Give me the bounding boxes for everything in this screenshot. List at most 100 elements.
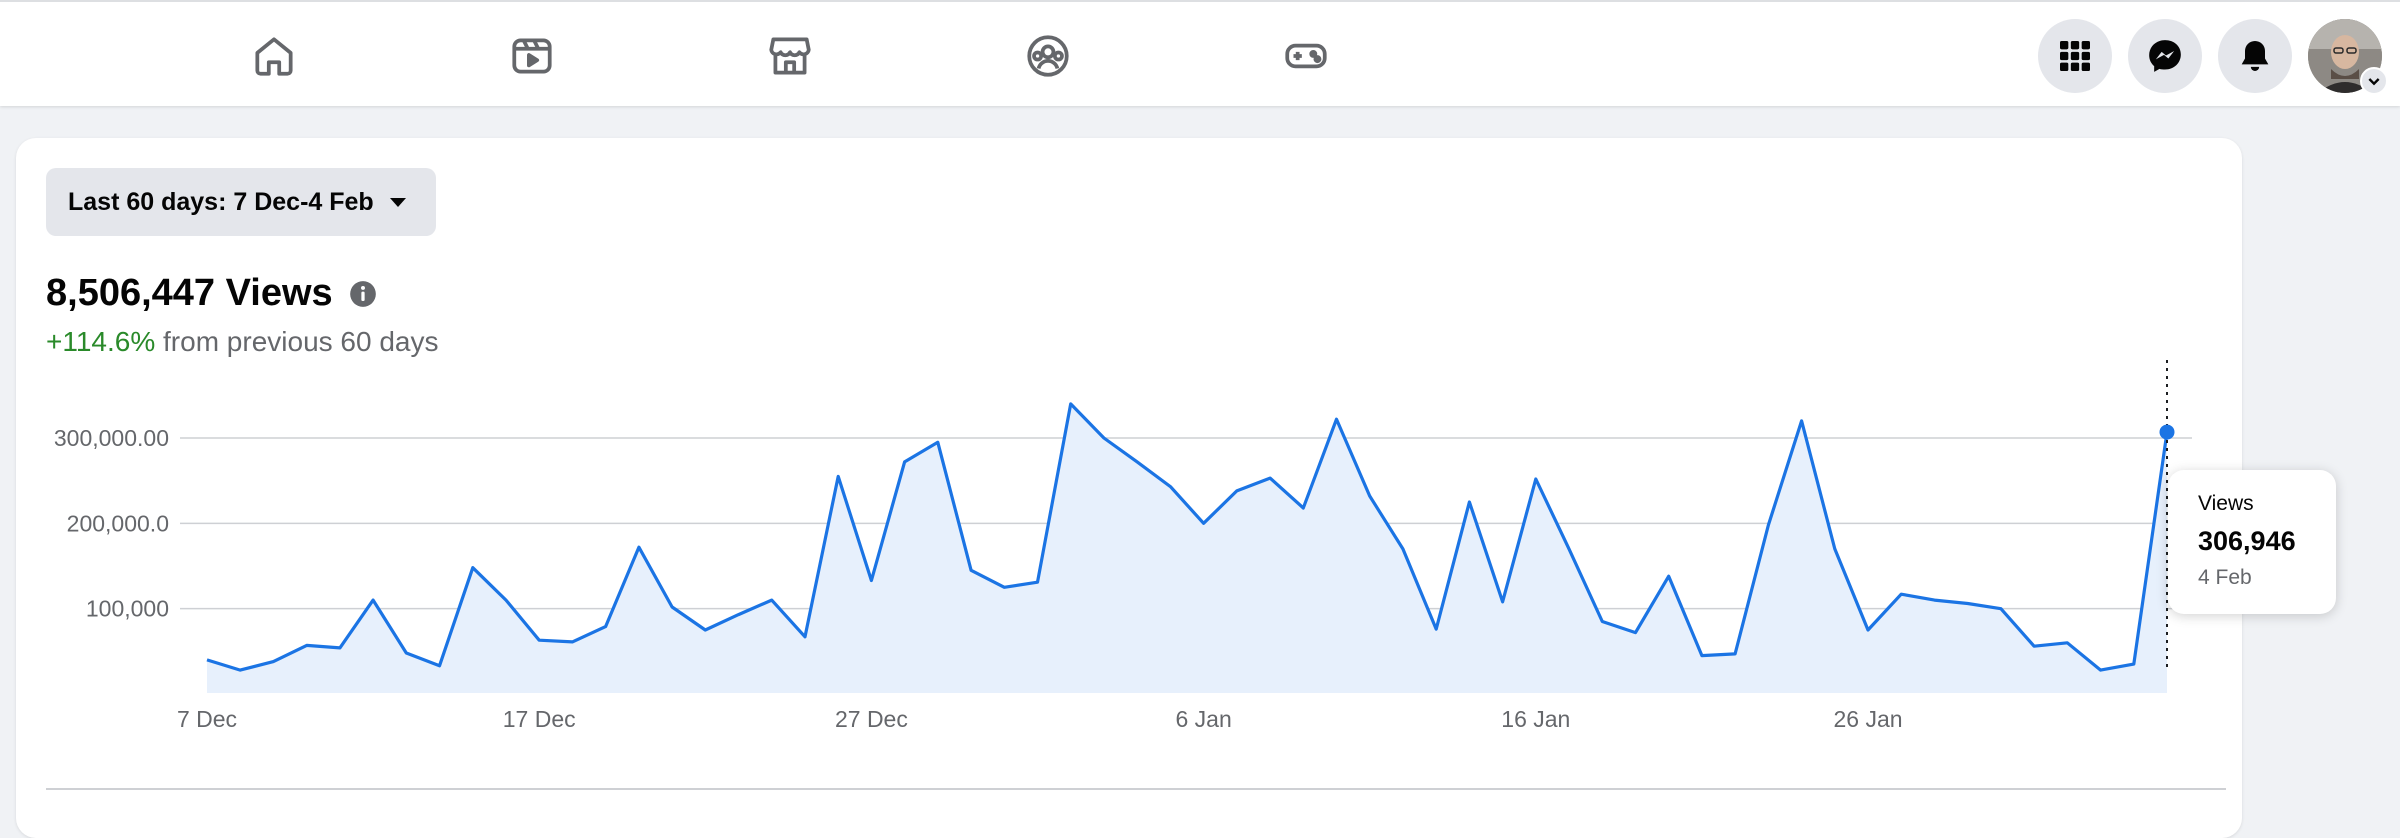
home-icon (255, 37, 293, 76)
x-tick-label: 27 Dec (835, 706, 908, 732)
data-point[interactable] (1962, 598, 1974, 610)
data-point[interactable] (566, 636, 578, 648)
views-change-summary: +114.6% from previous 60 days (46, 326, 439, 358)
data-point[interactable] (1862, 624, 1874, 636)
notifications-icon (2241, 41, 2269, 71)
info-icon[interactable] (349, 280, 377, 308)
data-point[interactable] (1430, 623, 1442, 635)
x-tick-label: 6 Jan (1175, 706, 1231, 732)
highlighted-data-point[interactable] (2159, 424, 2175, 440)
data-point[interactable] (1364, 490, 1376, 502)
data-point[interactable] (1397, 543, 1409, 555)
marketplace-icon (769, 37, 811, 75)
data-point[interactable] (799, 631, 811, 643)
data-point[interactable] (400, 647, 412, 659)
data-point[interactable] (932, 436, 944, 448)
series-line (206, 402, 2169, 672)
nav-tab-video[interactable] (500, 24, 564, 88)
data-point[interactable] (1098, 432, 1110, 444)
y-tick-label: 100,000 (86, 596, 169, 622)
data-point[interactable] (1497, 596, 1509, 608)
menu-grid-icon (2060, 41, 2090, 71)
data-point[interactable] (1630, 627, 1642, 639)
data-point[interactable] (965, 564, 977, 576)
data-point[interactable] (1729, 648, 1741, 660)
data-point[interactable] (600, 621, 612, 633)
data-point[interactable] (1331, 413, 1343, 425)
dropdown-caret-icon (389, 197, 406, 207)
data-point[interactable] (1563, 543, 1575, 555)
data-point[interactable] (1929, 594, 1941, 606)
data-point[interactable] (1995, 603, 2007, 615)
data-point[interactable] (234, 664, 246, 676)
nav-tab-groups[interactable] (1016, 24, 1080, 88)
chart-tooltip: Views 306,946 4 Feb (2168, 470, 2336, 614)
y-tick-label: 300,000.00 (54, 425, 169, 451)
data-point[interactable] (1065, 398, 1077, 410)
data-point[interactable] (1696, 650, 1708, 662)
data-point[interactable] (1796, 415, 1808, 427)
date-range-dropdown[interactable]: Last 60 days: 7 Dec-4 Feb (46, 168, 436, 236)
data-point[interactable] (2128, 658, 2140, 670)
data-point[interactable] (2061, 637, 2073, 649)
data-point[interactable] (1463, 496, 1475, 508)
data-point[interactable] (334, 642, 346, 654)
data-point[interactable] (766, 594, 778, 606)
data-point[interactable] (1231, 485, 1243, 497)
data-point[interactable] (367, 594, 379, 606)
tooltip-label: Views (2198, 492, 2254, 515)
groups-icon (1027, 35, 1069, 77)
data-point[interactable] (434, 660, 446, 672)
top-navigation-bar (0, 0, 2400, 106)
views-line-chart: 100,000 200,000.0 300,000.00 7 Dec 17 Dec 27… (54, 360, 2192, 732)
data-point[interactable] (533, 634, 545, 646)
x-tick-label: 26 Jan (1833, 706, 1902, 732)
date-range-label: Last 60 days: 7 Dec-4 Feb (68, 187, 374, 216)
data-point[interactable] (1131, 456, 1143, 468)
data-point[interactable] (1264, 472, 1276, 484)
data-point[interactable] (1895, 588, 1907, 600)
data-point[interactable] (2095, 664, 2107, 676)
chart-area (207, 403, 2167, 693)
series-area (207, 403, 2167, 693)
nav-tab-home[interactable] (242, 24, 306, 88)
data-point[interactable] (865, 575, 877, 587)
data-point[interactable] (1829, 543, 1841, 555)
x-tick-label: 16 Jan (1501, 706, 1570, 732)
data-point[interactable] (1596, 616, 1608, 628)
data-point[interactable] (666, 601, 678, 613)
data-point[interactable] (699, 624, 711, 636)
x-tick-label: 7 Dec (177, 706, 237, 732)
messenger-button[interactable] (2128, 19, 2202, 93)
data-point[interactable] (1663, 570, 1675, 582)
data-point[interactable] (267, 656, 279, 668)
data-point[interactable] (733, 609, 745, 621)
chart-line (206, 402, 2169, 672)
tooltip-date: 4 Feb (2198, 566, 2252, 589)
data-point[interactable] (633, 541, 645, 553)
data-point[interactable] (467, 562, 479, 574)
data-point[interactable] (1297, 502, 1309, 514)
tooltip-value: 306,946 (2198, 526, 2296, 556)
data-point[interactable] (1164, 481, 1176, 493)
menu-button[interactable] (2038, 19, 2112, 93)
video-icon (512, 38, 552, 74)
data-point[interactable] (899, 456, 911, 468)
data-point[interactable] (201, 654, 213, 666)
data-point[interactable] (1198, 517, 1210, 529)
nav-tab-marketplace[interactable] (758, 24, 822, 88)
data-point[interactable] (832, 470, 844, 482)
chevron-down-icon (2368, 78, 2380, 86)
account-menu-button[interactable] (2360, 67, 2388, 95)
nav-tab-gaming[interactable] (1274, 24, 1338, 88)
chart-hover-indicator (2159, 360, 2175, 670)
data-point[interactable] (1762, 519, 1774, 531)
data-point[interactable] (301, 639, 313, 651)
data-point[interactable] (500, 594, 512, 606)
x-axis-labels: 7 Dec 17 Dec 27 Dec 6 Jan 16 Jan 26 Jan (177, 706, 1903, 732)
data-point[interactable] (1032, 576, 1044, 588)
data-point[interactable] (998, 581, 1010, 593)
data-point[interactable] (1530, 473, 1542, 485)
data-point[interactable] (2028, 640, 2040, 652)
notifications-button[interactable] (2218, 19, 2292, 93)
